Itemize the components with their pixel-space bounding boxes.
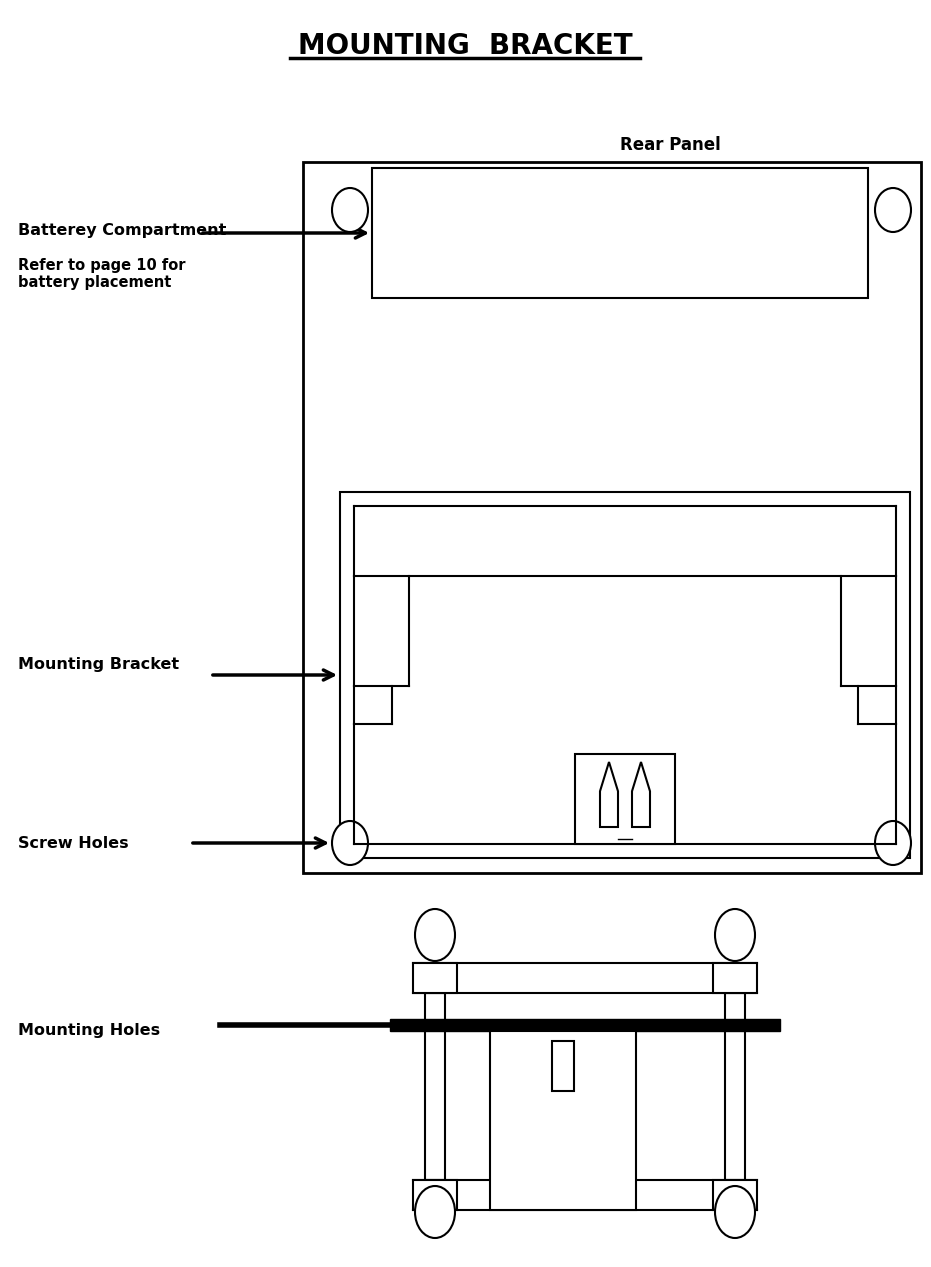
PathPatch shape	[600, 761, 618, 827]
Bar	[390, 1019, 780, 1031]
Ellipse shape	[715, 908, 755, 960]
Ellipse shape	[875, 188, 911, 232]
Text: Mounting Bracket: Mounting Bracket	[18, 658, 179, 673]
Ellipse shape	[332, 821, 368, 865]
Bar	[413, 1180, 457, 1210]
Ellipse shape	[415, 908, 455, 960]
Bar	[340, 492, 910, 858]
Bar	[413, 963, 457, 993]
Bar	[713, 1180, 757, 1210]
Bar	[725, 993, 745, 1180]
Bar	[303, 162, 921, 873]
Text: Refer to page 10 for
battery placement: Refer to page 10 for battery placement	[18, 258, 185, 290]
Ellipse shape	[715, 1186, 755, 1238]
Bar	[490, 1031, 636, 1210]
Text: MOUNTING  BRACKET: MOUNTING BRACKET	[298, 32, 633, 60]
Bar	[713, 963, 757, 993]
Text: Screw Holes: Screw Holes	[18, 835, 128, 850]
PathPatch shape	[632, 761, 650, 827]
Text: Mounting Holes: Mounting Holes	[18, 1022, 160, 1038]
Text: Batterey Compartment: Batterey Compartment	[18, 223, 226, 237]
Ellipse shape	[332, 188, 368, 232]
Bar	[575, 754, 675, 844]
Bar	[425, 993, 445, 1180]
Bar	[372, 169, 868, 298]
Ellipse shape	[875, 821, 911, 865]
Text: Rear Panel: Rear Panel	[620, 136, 721, 155]
Ellipse shape	[415, 1186, 455, 1238]
Bar	[552, 1041, 574, 1091]
